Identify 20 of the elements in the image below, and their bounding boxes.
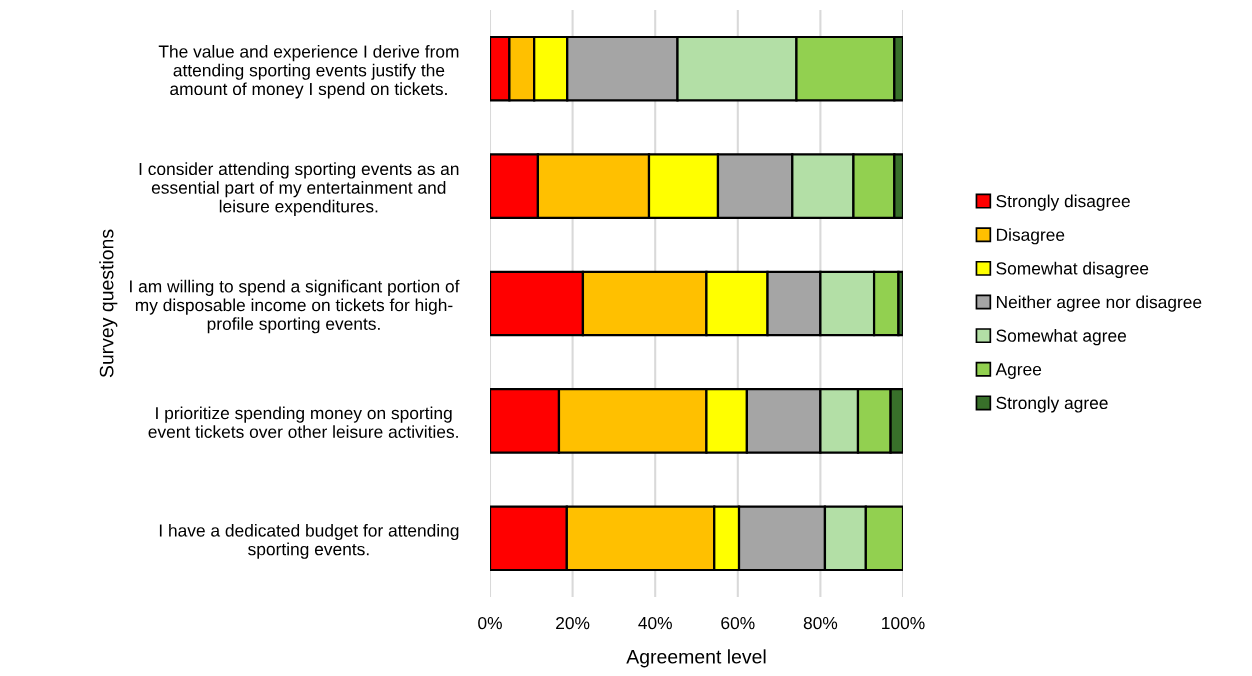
y-tick-label: I have a dedicated budget for attending sporting events. <box>159 523 459 559</box>
x-tick-label: 0% <box>478 616 502 630</box>
y-tick-label: I consider attending sporting events as an essential part of my entertainment and leisure expenditures. <box>139 162 459 216</box>
legend-label: Strongly agree <box>996 396 1108 413</box>
y-tick-label: I prioritize spending money on sporting event tickets over other leisure activities. <box>148 406 458 438</box>
y-tick-label: The value and experience I derive from attending sporting events justify the amount of money I spend on tickets. <box>158 44 459 99</box>
x-tick-label: 40% <box>638 616 672 630</box>
y-tick-label: I am willing to spend a significant portion of my disposable income on tickets for high- profile sporting events. <box>130 279 460 334</box>
legend-label: Neither agree nor disagree <box>996 295 1202 312</box>
legend-label: Somewhat agree <box>996 329 1127 346</box>
legend-label: Agree <box>995 363 1042 379</box>
x-tick-label: 20% <box>556 616 590 630</box>
y-axis-title: Survey questions <box>99 229 118 378</box>
x-tick-label: 100% <box>882 616 925 630</box>
x-tick-label: 80% <box>803 616 838 630</box>
x-tick-label: 60% <box>721 616 755 630</box>
legend-label: Disagree <box>996 228 1065 245</box>
legend-label: Somewhat disagree <box>996 261 1149 278</box>
legend-label: Strongly disagree <box>996 194 1130 211</box>
x-axis-title: Agreement level <box>626 649 766 668</box>
